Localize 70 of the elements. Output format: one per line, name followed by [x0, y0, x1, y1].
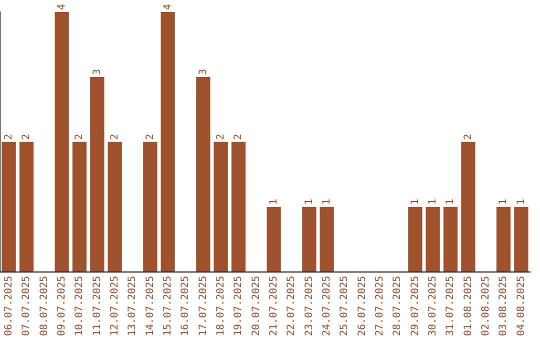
- data-label: 4: [56, 4, 68, 10]
- data-label: 1: [445, 198, 456, 205]
- data-label: 1: [304, 198, 315, 205]
- data-label: 1: [321, 198, 332, 205]
- x-tick-label: 22.07.2025: [286, 276, 298, 336]
- x-tick-label: 25.07.2025: [339, 276, 350, 336]
- data-label: 2: [3, 134, 14, 140]
- x-tick-label: 08.07.2025: [38, 276, 50, 336]
- x-tick-label: 20.07.2025: [250, 276, 262, 336]
- x-tick-label: 16.07.2025: [180, 276, 192, 336]
- x-tick-label: 01.08.2025: [462, 276, 474, 336]
- bar: [461, 142, 476, 272]
- x-tick-label: 31.07.2025: [445, 276, 456, 336]
- x-tick-label: 23.07.2025: [304, 276, 315, 336]
- bar: [72, 142, 87, 272]
- x-tick-label: 02.08.2025: [480, 276, 492, 336]
- bar: [496, 206, 511, 272]
- data-label: 2: [462, 134, 474, 140]
- bar: [231, 142, 246, 272]
- bar: [19, 142, 34, 272]
- data-label: 4: [162, 4, 174, 10]
- data-label: 2: [215, 134, 226, 140]
- x-tick-label: 10.07.2025: [74, 276, 86, 336]
- x-tick-label: 27.07.2025: [374, 276, 386, 336]
- x-tick-label: 04.08.2025: [516, 276, 527, 336]
- x-tick-label: 11.07.2025: [92, 276, 103, 336]
- bar: [108, 142, 122, 272]
- data-label: 1: [268, 198, 280, 205]
- bar: [196, 76, 210, 272]
- data-label: 1: [427, 198, 438, 205]
- x-tick-label: 28.07.2025: [392, 276, 404, 336]
- x-tick-label: 03.08.2025: [498, 276, 510, 336]
- x-tick-label: 18.07.2025: [215, 276, 226, 336]
- bar: [214, 142, 228, 272]
- x-tick-label: 24.07.2025: [321, 276, 332, 336]
- x-tick-label: 07.07.2025: [21, 276, 32, 336]
- data-label: 1: [410, 198, 421, 205]
- x-tick-label: 29.07.2025: [410, 276, 421, 336]
- x-tick-label: 09.07.2025: [56, 276, 68, 336]
- bar: [90, 76, 104, 272]
- bar: [302, 206, 316, 272]
- bar: [443, 206, 458, 272]
- x-tick-label: 15.07.2025: [162, 276, 174, 336]
- bar: [408, 206, 422, 272]
- x-tick-label: 13.07.2025: [127, 276, 138, 336]
- x-tick-label: 12.07.2025: [109, 276, 120, 336]
- data-label: 2: [144, 134, 156, 140]
- x-tick-label: 26.07.2025: [356, 276, 368, 336]
- data-label: 3: [198, 68, 209, 75]
- x-tick-label: 14.07.2025: [144, 276, 156, 336]
- data-label: 2: [233, 134, 244, 140]
- x-tick-label: 21.07.2025: [268, 276, 280, 336]
- bar: [514, 206, 528, 272]
- data-label: 2: [109, 134, 120, 140]
- x-tick-label: 06.07.2025: [3, 276, 14, 336]
- x-tick-label: 30.07.2025: [427, 276, 438, 336]
- data-label: 2: [21, 134, 32, 140]
- x-tick-label: 17.07.2025: [198, 276, 209, 336]
- bar: [266, 206, 281, 272]
- bar: [320, 206, 334, 272]
- x-tick-label: 19.07.2025: [233, 276, 244, 336]
- bar: [160, 12, 175, 272]
- bar: [2, 142, 16, 272]
- bar: [143, 142, 158, 272]
- bar: [54, 12, 69, 272]
- data-label: 2: [74, 134, 86, 140]
- data-label: 1: [516, 198, 527, 205]
- bar: [426, 206, 440, 272]
- data-label: 1: [498, 198, 510, 205]
- data-label: 3: [92, 68, 103, 75]
